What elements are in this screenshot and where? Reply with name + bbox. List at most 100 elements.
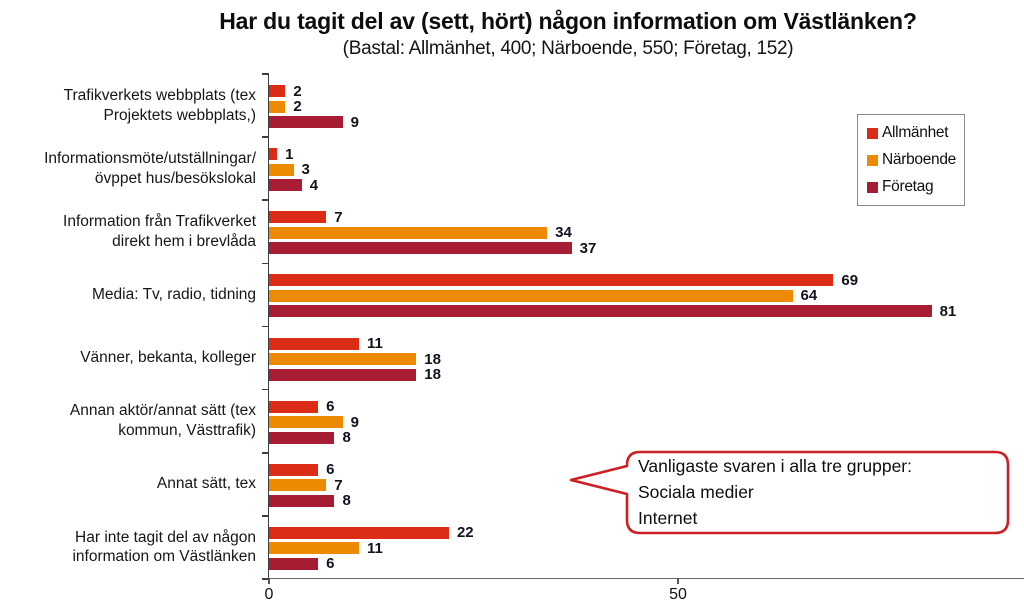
bar-allmänhet bbox=[269, 463, 319, 476]
bar-närboende bbox=[269, 163, 294, 176]
bar-närboende bbox=[269, 226, 548, 239]
bar-närboende bbox=[269, 542, 359, 555]
bar-value-label: 18 bbox=[424, 350, 441, 368]
category-axis-tick bbox=[262, 388, 269, 391]
bar-företag bbox=[269, 242, 572, 255]
bar-företag bbox=[269, 557, 319, 570]
category-label: Trafikverkets webbplats (tex Projektets … bbox=[63, 86, 256, 124]
category-axis-tick bbox=[262, 515, 269, 517]
legend: Allmänhet Närboende Företag bbox=[857, 114, 965, 206]
legend-swatch-icon bbox=[867, 127, 878, 139]
bar-row: 34 bbox=[269, 224, 572, 241]
bar-row: 9 bbox=[269, 113, 359, 131]
bar-row: 8 bbox=[269, 492, 351, 510]
bar-företag bbox=[269, 179, 302, 192]
bar-value-label: 7 bbox=[334, 476, 343, 494]
category-axis-tick bbox=[262, 73, 269, 75]
bar-närboende bbox=[269, 100, 286, 113]
bar-value-label: 81 bbox=[939, 302, 957, 320]
bar-företag bbox=[269, 368, 417, 381]
bar-value-label: 9 bbox=[350, 113, 359, 131]
bar-value-label: 6 bbox=[326, 398, 335, 416]
bar-group: 22 11 6 bbox=[269, 516, 1024, 579]
legend-swatch-icon bbox=[867, 181, 878, 193]
bar-row: 18 bbox=[269, 350, 441, 368]
bar-närboende bbox=[269, 416, 343, 429]
bar-group: 7 34 37 bbox=[269, 200, 1024, 263]
chart-header: Har du tagit del av (sett, hört) någon i… bbox=[0, 8, 1024, 60]
bar-value-label: 8 bbox=[342, 429, 351, 447]
bar-value-label: 11 bbox=[366, 335, 383, 352]
callout-text: Vanligaste svaren i alla tre grupper: So… bbox=[638, 456, 912, 528]
bar-allmänhet bbox=[269, 85, 286, 97]
bar-value-label: 37 bbox=[579, 239, 597, 257]
category-axis-tick bbox=[262, 136, 269, 138]
x-axis-tick-label: 0 bbox=[264, 586, 274, 603]
x-axis-tick bbox=[677, 578, 679, 584]
bar-row: 3 bbox=[269, 161, 310, 179]
category-label: Har inte tagit del av någon information … bbox=[72, 528, 256, 566]
category-label: Informationsmöte/utställningar/ övppet h… bbox=[44, 149, 256, 187]
bar-row: 81 bbox=[269, 302, 957, 320]
bar-row: 4 bbox=[269, 176, 319, 194]
category-axis-tick bbox=[262, 262, 269, 265]
callout: Vanligaste svaren i alla tre grupper: So… bbox=[568, 446, 1014, 538]
category-axis-tick bbox=[262, 325, 269, 328]
bar-row: 6 bbox=[269, 398, 335, 416]
bar-value-label: 8 bbox=[342, 492, 351, 510]
bar-row: 1 bbox=[269, 145, 294, 163]
x-axis-tick-label: 50 bbox=[669, 586, 687, 603]
bar-row: 8 bbox=[269, 429, 351, 447]
bar-row: 2 bbox=[269, 98, 302, 115]
x-axis-tick bbox=[268, 578, 270, 584]
bar-företag bbox=[269, 116, 343, 128]
page-subtitle: (Bastal: Allmänhet, 400; Närboende, 550;… bbox=[342, 38, 794, 59]
bar-value-label: 22 bbox=[456, 524, 474, 542]
bar-value-label: 7 bbox=[334, 208, 343, 226]
bar-value-label: 9 bbox=[350, 413, 359, 431]
legend-label: Allmänhet bbox=[882, 124, 949, 141]
bar-row: 11 bbox=[269, 335, 383, 352]
bar-närboende bbox=[269, 353, 417, 365]
category-label: Information från Trafikverket direkt hem… bbox=[63, 212, 256, 250]
bar-row: 64 bbox=[269, 287, 818, 305]
category-label: Annat sätt, tex bbox=[156, 475, 256, 493]
bar-row: 6 bbox=[269, 555, 334, 572]
bar-allmänhet bbox=[269, 400, 319, 413]
bar-value-label: 64 bbox=[800, 287, 818, 305]
bar-value-label: 4 bbox=[309, 176, 319, 194]
bar-närboende bbox=[269, 289, 793, 302]
bar-value-label: 3 bbox=[301, 161, 310, 179]
legend-label: Företag bbox=[882, 178, 934, 195]
bar-value-label: 11 bbox=[366, 539, 383, 557]
bar-value-label: 1 bbox=[285, 145, 294, 163]
bar-row: 11 bbox=[269, 539, 383, 557]
bar-row: 7 bbox=[269, 476, 343, 494]
category-label: Media: Tv, radio, tidning bbox=[92, 286, 256, 304]
page-title: Har du tagit del av (sett, hört) någon i… bbox=[219, 8, 917, 34]
bar-row: 6 bbox=[269, 461, 334, 478]
category-label: Vänner, bekanta, kolleger bbox=[80, 349, 256, 367]
bar-allmänhet bbox=[269, 211, 327, 224]
category-axis-tick bbox=[262, 451, 269, 454]
legend-item: Allmänhet bbox=[867, 124, 956, 142]
category-axis-labels: Trafikverkets webbplats (tex Projektets … bbox=[0, 74, 256, 579]
bar-företag bbox=[269, 431, 335, 444]
legend-swatch-icon bbox=[867, 154, 878, 166]
bar-row: 7 bbox=[269, 208, 343, 226]
bar-row: 37 bbox=[269, 239, 597, 257]
legend-label: Närboende bbox=[882, 151, 956, 168]
bar-group: 11 18 18 bbox=[269, 327, 1024, 390]
bar-group: 69 64 81 bbox=[269, 263, 1024, 326]
bar-row: 69 bbox=[269, 271, 859, 289]
bar-närboende bbox=[269, 479, 327, 492]
category-axis-tick bbox=[262, 578, 269, 580]
bar-value-label: 69 bbox=[841, 271, 859, 289]
category-label: Annan aktör/annat sätt (tex kommun, Väst… bbox=[69, 402, 256, 440]
bar-företag bbox=[269, 494, 335, 507]
